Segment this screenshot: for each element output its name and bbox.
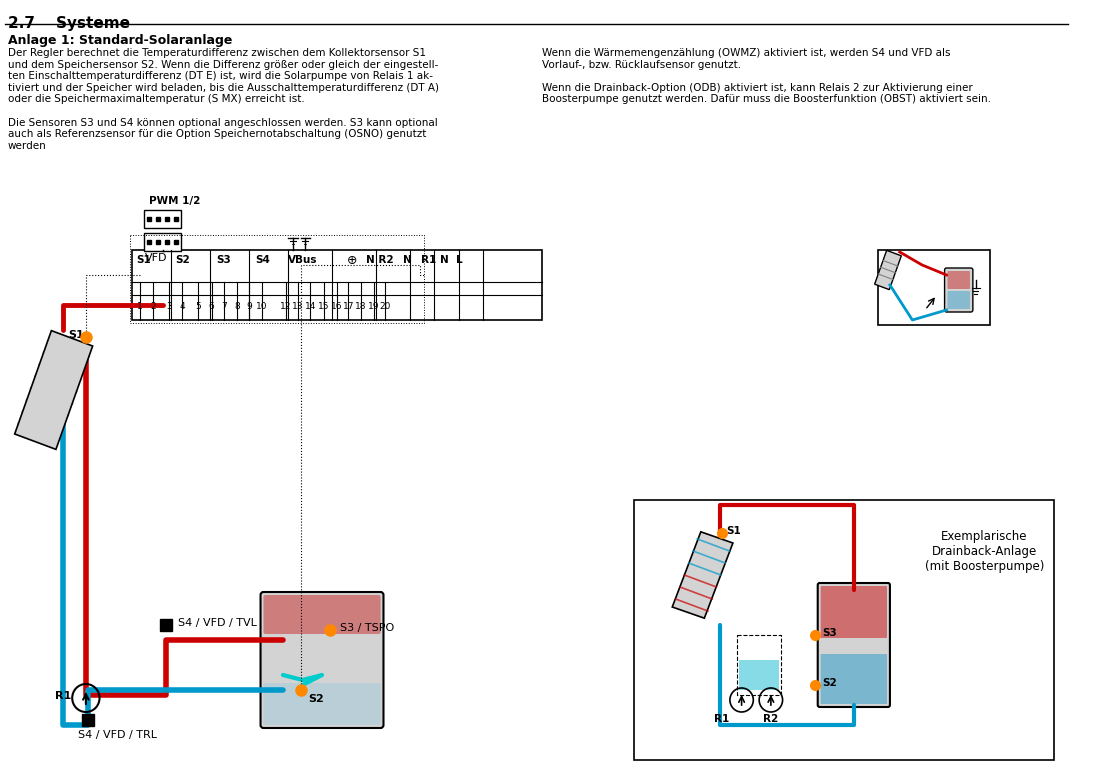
Text: Anlage 1: Standard-Solaranlage: Anlage 1: Standard-Solaranlage	[8, 34, 232, 47]
Text: 2: 2	[151, 302, 156, 311]
Text: 9: 9	[246, 302, 252, 311]
Text: VFD: VFD	[145, 253, 168, 263]
Polygon shape	[874, 251, 901, 290]
Text: 3: 3	[166, 302, 172, 311]
FancyBboxPatch shape	[132, 250, 541, 320]
Text: S4: S4	[255, 255, 271, 265]
Text: S3 / TSPO: S3 / TSPO	[340, 623, 394, 633]
Text: S1: S1	[136, 255, 152, 265]
FancyBboxPatch shape	[144, 210, 182, 228]
Text: R1: R1	[420, 255, 436, 265]
Text: S1: S1	[68, 330, 84, 340]
FancyBboxPatch shape	[264, 595, 381, 634]
Text: 18: 18	[355, 302, 366, 311]
FancyBboxPatch shape	[947, 271, 970, 289]
Text: 12: 12	[280, 302, 292, 311]
Text: VBus: VBus	[288, 255, 318, 265]
Text: ⊕: ⊕	[346, 254, 356, 267]
Text: 20: 20	[379, 302, 392, 311]
Text: 1: 1	[136, 302, 142, 311]
Text: N: N	[440, 255, 449, 265]
Text: R2: R2	[763, 714, 779, 724]
Text: S3: S3	[823, 628, 837, 638]
Text: R1: R1	[715, 714, 729, 724]
FancyBboxPatch shape	[821, 586, 887, 638]
Text: Wenn die Wärmemengenzählung (OWMZ) aktiviert ist, werden S4 und VFD als
Vorlauf-: Wenn die Wärmemengenzählung (OWMZ) aktiv…	[541, 48, 991, 105]
Text: 15: 15	[318, 302, 330, 311]
Text: PWM 1/2: PWM 1/2	[150, 196, 200, 206]
Polygon shape	[672, 532, 733, 619]
Text: R1: R1	[55, 691, 70, 701]
Text: 2.7    Systeme: 2.7 Systeme	[8, 16, 130, 31]
Text: S2: S2	[823, 678, 837, 688]
FancyBboxPatch shape	[817, 583, 890, 707]
Text: S2: S2	[308, 694, 324, 704]
Text: 5: 5	[195, 302, 201, 311]
Text: S2: S2	[176, 255, 190, 265]
Text: S3: S3	[217, 255, 231, 265]
FancyBboxPatch shape	[261, 592, 384, 728]
Text: Der Regler berechnet die Temperaturdifferenz zwischen dem Kollektorsensor S1
und: Der Regler berechnet die Temperaturdiffe…	[8, 48, 439, 151]
Text: 10: 10	[256, 302, 267, 311]
Text: N: N	[403, 255, 411, 265]
FancyBboxPatch shape	[635, 500, 1054, 760]
Text: S4 / VFD / TRL: S4 / VFD / TRL	[78, 730, 157, 740]
Text: 19: 19	[368, 302, 379, 311]
Text: N R2: N R2	[366, 255, 394, 265]
FancyBboxPatch shape	[144, 233, 182, 251]
Text: 17: 17	[342, 302, 354, 311]
FancyBboxPatch shape	[264, 683, 381, 725]
Text: 6: 6	[209, 302, 214, 311]
Text: 13: 13	[292, 302, 304, 311]
Text: L: L	[455, 255, 462, 265]
FancyBboxPatch shape	[878, 250, 990, 325]
Text: 8: 8	[234, 302, 240, 311]
Text: 7: 7	[221, 302, 228, 311]
FancyBboxPatch shape	[821, 654, 887, 704]
Text: 4: 4	[179, 302, 185, 311]
Text: Exemplarische
Drainback-Anlage
(mit Boosterpumpe): Exemplarische Drainback-Anlage (mit Boos…	[925, 530, 1044, 573]
Text: S4 / VFD / TVL: S4 / VFD / TVL	[177, 618, 256, 628]
FancyBboxPatch shape	[945, 268, 972, 312]
Text: S1: S1	[726, 526, 740, 536]
Text: 14: 14	[305, 302, 316, 311]
FancyBboxPatch shape	[947, 291, 970, 309]
Text: 16: 16	[331, 302, 342, 311]
FancyBboxPatch shape	[739, 660, 779, 690]
Polygon shape	[14, 330, 92, 449]
